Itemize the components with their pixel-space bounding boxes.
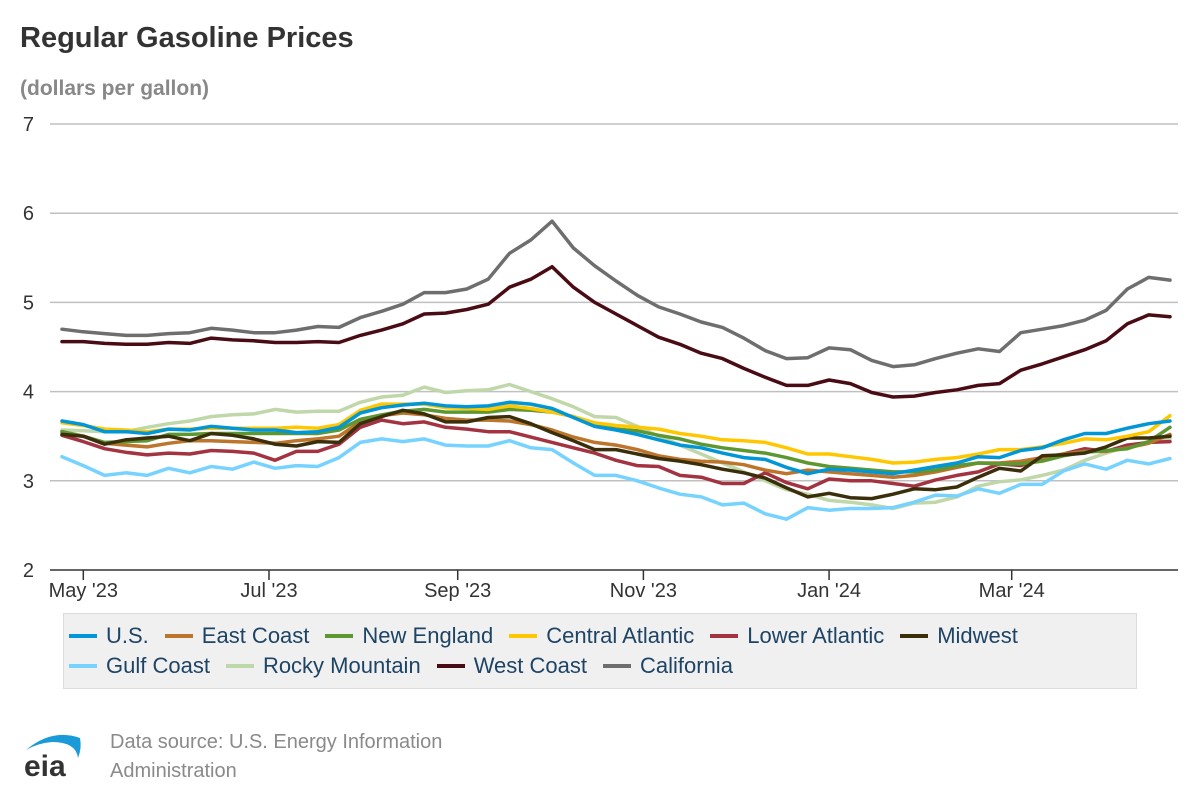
legend-label: U.S. [106, 623, 149, 648]
legend-swatch [900, 634, 929, 638]
data-source-line1: Data source: U.S. Energy Information [110, 731, 443, 753]
legend-swatch [225, 664, 254, 668]
svg-text:eia: eia [24, 750, 66, 780]
x-tick-label: Nov '23 [610, 580, 677, 602]
y-tick-label: 7 [23, 114, 34, 136]
legend-swatch [69, 634, 97, 638]
legend-label: California [640, 653, 733, 678]
legend-label: Gulf Coast [106, 653, 210, 678]
x-tick-label: Sep '23 [424, 580, 491, 602]
eia-logo: eia [24, 734, 81, 780]
legend-swatch [164, 634, 193, 638]
legend-item-west-coast[interactable]: West Coast [436, 653, 587, 679]
legend-label: Central Atlantic [546, 623, 695, 648]
x-tick-label: May '23 [49, 580, 118, 602]
series-line-lower-atlantic [60, 418, 1172, 491]
chart-subtitle: (dollars per gallon) [20, 77, 210, 100]
legend-swatch [325, 634, 354, 638]
legend-item-u-s[interactable]: U.S. [69, 623, 149, 649]
legend-label: East Coast [201, 623, 310, 648]
y-tick-label: 3 [23, 471, 34, 493]
legend-label: Lower Atlantic [747, 623, 885, 648]
legend-item-central-atlantic[interactable]: Central Atlantic [509, 623, 694, 649]
series-line-rocky-mountain [60, 382, 1172, 511]
legend-item-midwest[interactable]: Midwest [900, 623, 1018, 649]
legend-swatch [509, 634, 538, 638]
y-tick-label: 6 [23, 203, 34, 225]
data-source: Data source: U.S. Energy Information Adm… [110, 728, 510, 786]
x-tick-label: Jul '23 [240, 580, 297, 602]
y-tick-label: 5 [23, 292, 34, 314]
legend-item-california[interactable]: California [603, 653, 733, 679]
legend-item-rocky-mountain[interactable]: Rocky Mountain [225, 653, 421, 679]
x-tick-label: Mar '24 [979, 580, 1045, 602]
series-line-gulf-coast [60, 437, 1172, 521]
y-tick-label: 2 [23, 560, 34, 582]
y-tick-label: 4 [23, 382, 34, 404]
data-source-line2: Administration [110, 760, 237, 782]
series-line-california [60, 219, 1172, 369]
series-line-u-s [60, 400, 1172, 476]
legend-item-east-coast[interactable]: East Coast [164, 623, 310, 649]
legend: U.S. East Coast New England Central Atlanti… [63, 613, 1137, 689]
legend-swatch [710, 634, 739, 638]
legend-label: West Coast [473, 653, 587, 678]
legend-label: Midwest [937, 623, 1018, 648]
legend-item-gulf-coast[interactable]: Gulf Coast [69, 653, 210, 679]
series-line-west-coast [60, 264, 1172, 399]
legend-item-new-england[interactable]: New England [325, 623, 493, 649]
series-line-midwest [60, 408, 1172, 501]
legend-swatch [436, 664, 465, 668]
x-tick-label: Jan '24 [797, 580, 861, 602]
chart-title: Regular Gasoline Prices [20, 22, 354, 54]
legend-label: New England [362, 623, 494, 648]
legend-item-lower-atlantic[interactable]: Lower Atlantic [710, 623, 884, 649]
legend-swatch [603, 664, 631, 668]
legend-swatch [69, 664, 97, 668]
line-chart: 2 3 4 5 6 7 May '23 Jul '23 Sep '23 Nov '23 Jan '2… [23, 114, 1178, 602]
legend-label: Rocky Mountain [262, 653, 421, 678]
